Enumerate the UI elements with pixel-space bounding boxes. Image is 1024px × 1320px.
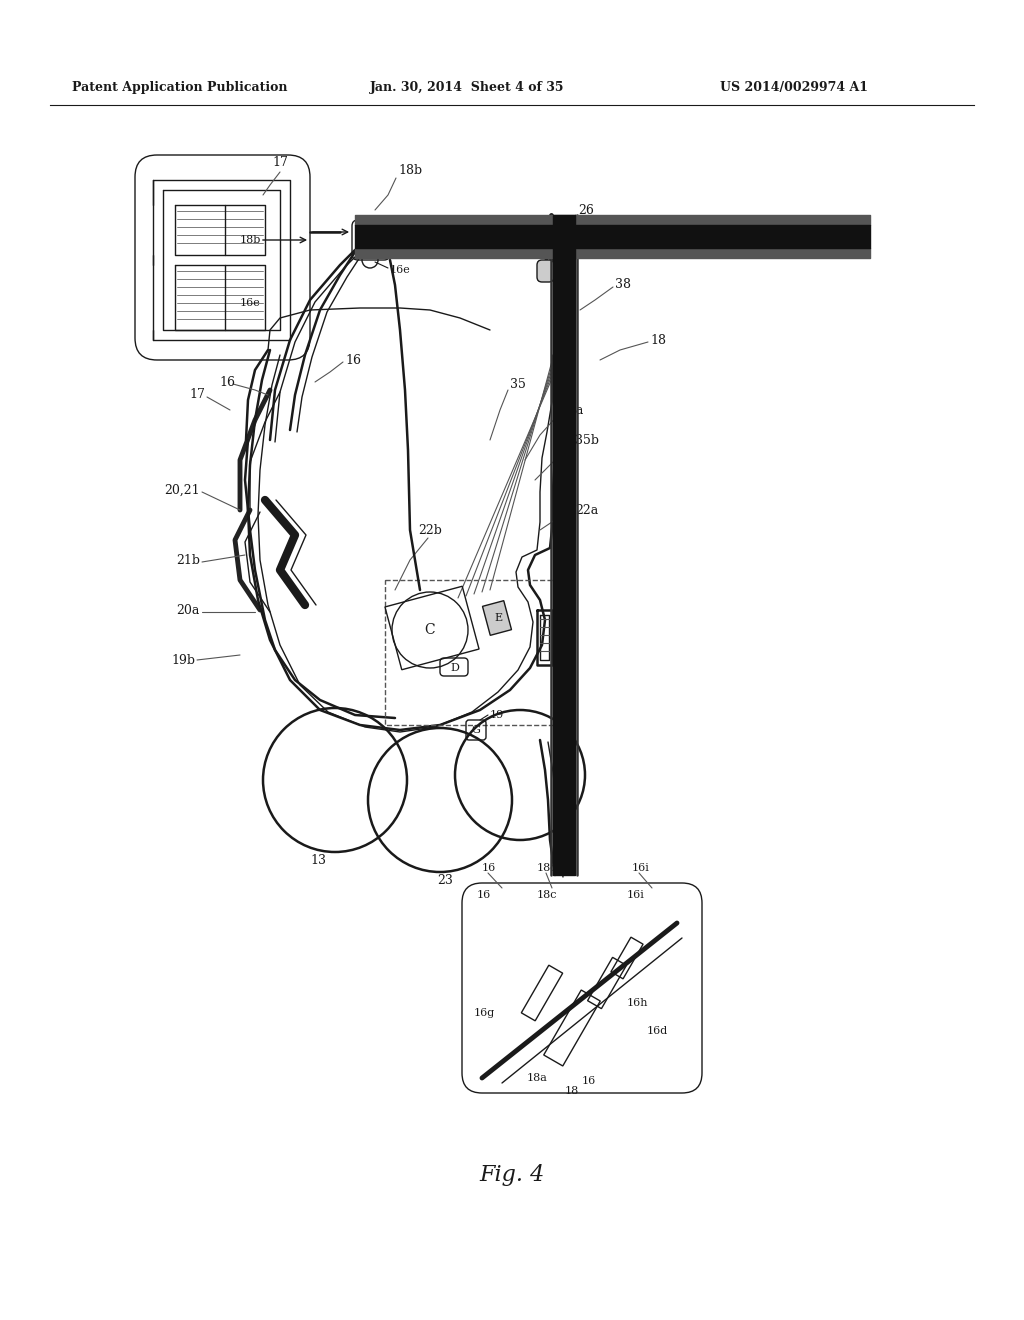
Text: Patent Application Publication: Patent Application Publication bbox=[72, 82, 288, 95]
Text: 16d: 16d bbox=[647, 1026, 669, 1036]
Text: 22b: 22b bbox=[418, 524, 442, 536]
Text: 22a: 22a bbox=[575, 503, 598, 516]
Polygon shape bbox=[482, 601, 512, 635]
Text: 16g: 16g bbox=[474, 1008, 496, 1018]
Text: G: G bbox=[472, 725, 480, 735]
Text: 35a: 35a bbox=[560, 404, 584, 417]
FancyBboxPatch shape bbox=[537, 232, 554, 253]
Text: C: C bbox=[425, 623, 435, 638]
Text: 38: 38 bbox=[615, 279, 631, 292]
Text: 25: 25 bbox=[590, 243, 606, 256]
Text: 16: 16 bbox=[477, 890, 492, 900]
Text: 18b: 18b bbox=[240, 235, 261, 246]
Text: 16e: 16e bbox=[390, 265, 411, 275]
Text: 26: 26 bbox=[578, 203, 594, 216]
Text: 21b: 21b bbox=[176, 553, 200, 566]
Text: 18c: 18c bbox=[537, 863, 557, 873]
FancyBboxPatch shape bbox=[537, 260, 554, 282]
Text: 16: 16 bbox=[219, 375, 234, 388]
Text: 16e: 16e bbox=[240, 298, 261, 308]
Text: 18b: 18b bbox=[398, 164, 422, 177]
Text: 18: 18 bbox=[565, 1086, 580, 1096]
Text: 20a: 20a bbox=[176, 603, 200, 616]
Text: 23: 23 bbox=[437, 874, 453, 887]
Text: 35: 35 bbox=[510, 379, 526, 392]
Text: 16i: 16i bbox=[632, 863, 650, 873]
Text: 16: 16 bbox=[482, 863, 497, 873]
Text: Jan. 30, 2014  Sheet 4 of 35: Jan. 30, 2014 Sheet 4 of 35 bbox=[370, 82, 564, 95]
Text: 16i: 16i bbox=[627, 890, 645, 900]
Text: 17: 17 bbox=[272, 157, 288, 169]
Text: 16: 16 bbox=[345, 354, 361, 367]
Text: E: E bbox=[494, 612, 502, 623]
Text: 13: 13 bbox=[310, 854, 326, 866]
Text: 19: 19 bbox=[490, 710, 504, 719]
Text: 16h: 16h bbox=[627, 998, 648, 1008]
Text: US 2014/0029974 A1: US 2014/0029974 A1 bbox=[720, 82, 868, 95]
Text: 18: 18 bbox=[650, 334, 666, 346]
Text: 18a: 18a bbox=[527, 1073, 548, 1082]
Text: 20,21: 20,21 bbox=[165, 483, 200, 496]
Text: D: D bbox=[451, 663, 460, 673]
Text: 16: 16 bbox=[582, 1076, 596, 1086]
Text: 18c: 18c bbox=[537, 890, 557, 900]
Text: 17: 17 bbox=[189, 388, 205, 401]
Text: 19b: 19b bbox=[171, 653, 195, 667]
Text: Fig. 4: Fig. 4 bbox=[479, 1164, 545, 1185]
Text: 35b: 35b bbox=[575, 433, 599, 446]
